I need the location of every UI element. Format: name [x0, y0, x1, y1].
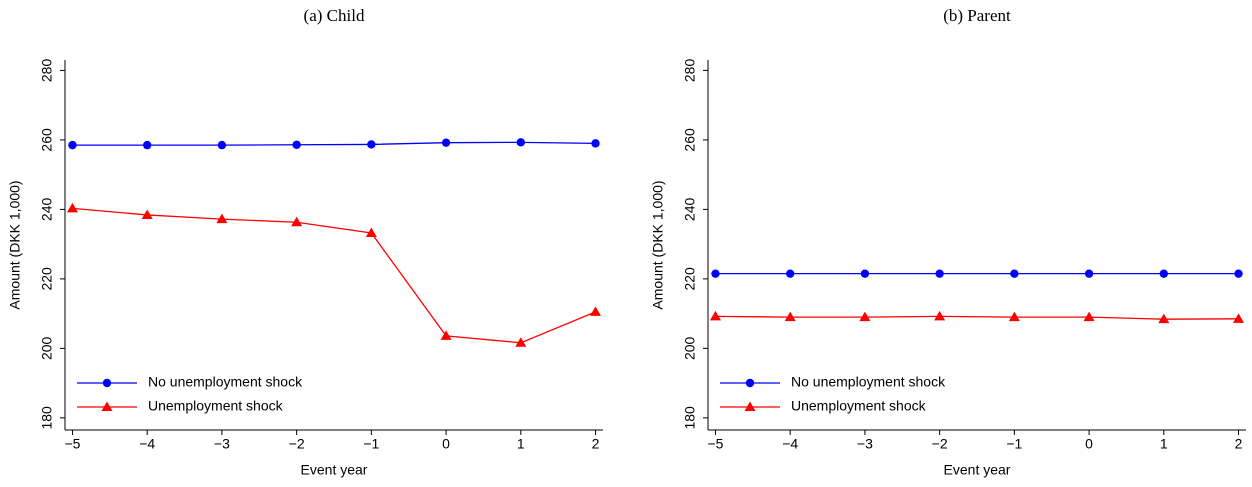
y-axis-label: Amount (DKK 1,000) [7, 180, 23, 309]
legend-marker [744, 401, 756, 411]
x-tick-label: −2 [932, 436, 948, 452]
data-point [1083, 311, 1095, 322]
x-axis-label: Event year [944, 462, 1011, 478]
data-point [784, 311, 796, 322]
legend-marker [102, 378, 112, 388]
legend-label: No unemployment shock [148, 374, 303, 390]
data-point [1158, 313, 1170, 324]
data-point [1233, 313, 1245, 323]
legend-label: Unemployment shock [791, 398, 927, 414]
data-point [934, 310, 946, 321]
x-tick-label: 2 [1235, 436, 1243, 452]
x-tick-label: −3 [857, 436, 873, 452]
chart-title: (b) Parent [943, 6, 1011, 25]
chart-title: (a) Child [304, 6, 365, 25]
data-point [1008, 311, 1020, 322]
data-point [935, 269, 944, 278]
series-line [72, 207, 596, 344]
x-tick-label: −4 [139, 436, 155, 452]
legend-marker [745, 378, 755, 388]
data-point [709, 310, 721, 321]
series-line [72, 141, 596, 146]
y-tick-label: 240 [39, 197, 55, 221]
data-point [367, 140, 376, 149]
data-point [515, 337, 527, 347]
x-tick-label: −2 [289, 436, 305, 452]
data-point [68, 140, 77, 150]
data-point [142, 140, 152, 150]
x-tick-label: 1 [1160, 436, 1168, 452]
y-tick-label: 220 [39, 267, 55, 291]
legend-label: No unemployment shock [791, 374, 946, 390]
y-tick-label: 240 [682, 197, 698, 221]
data-point [216, 213, 228, 224]
y-tick-label: 180 [682, 406, 698, 430]
x-tick-label: −1 [363, 436, 379, 452]
x-tick-label: −4 [782, 436, 798, 452]
y-axis-label: Amount (DKK 1,000) [650, 180, 666, 309]
data-point [591, 139, 600, 148]
y-tick-label: 200 [682, 336, 698, 360]
x-tick-label: 0 [442, 436, 450, 452]
data-point [292, 140, 301, 149]
y-tick-label: 280 [39, 59, 55, 83]
x-axis-label: Event year [301, 462, 368, 478]
y-tick-label: 280 [682, 59, 698, 83]
data-point [785, 269, 795, 278]
data-point [365, 227, 377, 238]
x-tick-label: −1 [1006, 436, 1022, 452]
data-point [1010, 269, 1019, 278]
data-point [291, 216, 303, 227]
x-tick-label: −3 [214, 436, 230, 452]
x-tick-label: −5 [707, 436, 723, 452]
x-tick-label: 2 [592, 436, 600, 452]
y-tick-label: 220 [682, 267, 698, 291]
data-point [441, 138, 451, 147]
y-tick-label: 180 [39, 406, 55, 430]
data-point [860, 269, 870, 278]
data-point [516, 138, 526, 147]
x-tick-label: −5 [64, 436, 80, 452]
y-tick-label: 260 [682, 128, 698, 152]
data-point [141, 209, 153, 219]
data-point [859, 311, 871, 322]
data-point [440, 330, 452, 340]
series-line [715, 315, 1239, 320]
x-tick-label: 1 [517, 436, 525, 452]
data-point [711, 269, 720, 278]
y-tick-label: 200 [39, 336, 55, 360]
data-point [217, 140, 227, 150]
data-point [1159, 269, 1169, 278]
legend-label: Unemployment shock [148, 398, 284, 414]
data-point [1084, 269, 1094, 278]
x-tick-label: 0 [1085, 436, 1093, 452]
data-point [590, 306, 602, 316]
legend-marker [101, 401, 113, 411]
data-point [66, 202, 78, 213]
data-point [1234, 269, 1243, 278]
y-tick-label: 260 [39, 128, 55, 152]
